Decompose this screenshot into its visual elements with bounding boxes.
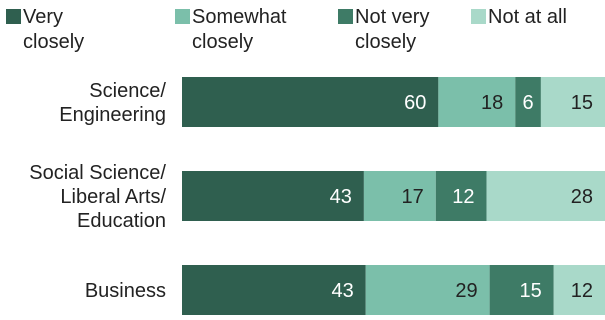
legend: Very closely Somewhat closely Not very closel…	[6, 6, 567, 53]
legend-swatch	[175, 9, 190, 24]
data-label: 18	[481, 92, 503, 114]
legend-item: Somewhat closely	[175, 6, 287, 53]
bar-row: 60 18 6 15	[182, 77, 605, 127]
data-label: 29	[455, 280, 477, 302]
bar-segment	[365, 265, 490, 315]
bar-segment	[515, 77, 541, 127]
bars: 60 18 6 15 43 17 12 28 43 29 15 12	[182, 77, 605, 315]
bar-row: 43 29 15 12	[182, 265, 605, 315]
bar-segment	[363, 171, 436, 221]
bar-row: 43 17 12 28	[182, 171, 605, 221]
bar-segment	[486, 171, 605, 221]
bar-segment	[438, 77, 516, 127]
bar-segment	[182, 171, 364, 221]
legend-swatch	[6, 9, 21, 24]
category-label: Science/Engineering	[59, 80, 166, 126]
legend-swatch	[338, 9, 353, 24]
legend-item: Very closely	[6, 6, 84, 53]
legend-label: Not at all	[488, 6, 567, 28]
legend-swatch	[471, 9, 486, 24]
data-label: 6	[523, 92, 534, 114]
category-label: Business	[85, 280, 166, 302]
data-label: 15	[571, 92, 593, 114]
legend-label: Somewhat closely	[192, 6, 287, 53]
legend-label: Very closely	[23, 6, 84, 53]
bar-segment	[489, 265, 554, 315]
data-label: 28	[571, 186, 593, 208]
data-label: 43	[330, 186, 352, 208]
bar-segment	[553, 265, 605, 315]
data-label: 12	[571, 280, 593, 302]
bar-segment	[182, 77, 439, 127]
legend-item: Not very closely	[338, 6, 429, 53]
data-label: 43	[331, 280, 353, 302]
category-label: Social Science/Liberal Arts/Education	[29, 162, 166, 232]
bar-segment	[540, 77, 605, 127]
legend-item: Not at all	[471, 6, 567, 28]
data-label: 60	[404, 92, 426, 114]
legend-label: Not very closely	[355, 6, 429, 53]
data-label: 15	[519, 280, 541, 302]
data-label: 12	[452, 186, 474, 208]
data-label: 17	[402, 186, 424, 208]
bar-segment	[182, 265, 366, 315]
category-labels: Science/Engineering Social Science/Libera…	[29, 80, 166, 302]
bar-segment	[435, 171, 487, 221]
